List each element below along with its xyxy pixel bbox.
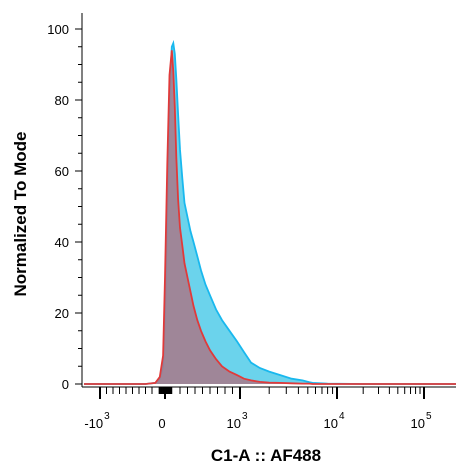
x-tick-label: -103 [84,411,110,431]
y-tick-label: 20 [55,306,69,321]
y-tick-label: 60 [55,164,69,179]
x-tick-label: 104 [323,411,344,431]
y-tick-label: 80 [55,93,69,108]
y-tick-label: 100 [47,22,69,37]
y-tick-label: 40 [55,235,69,250]
x-axis: -103 0 103 104 105 [82,386,456,431]
histogram-line-1 [84,39,456,385]
x-axis-title: C1-A :: AF488 [211,446,321,465]
y-axis: 0 20 40 60 80 100 [47,13,83,392]
histogram-fill-1 [84,43,456,384]
x-tick-label: 105 [410,411,431,431]
histogram-line-2 [84,50,456,385]
y-axis-title: Normalized To Mode [11,132,30,297]
y-tick-label: 0 [62,377,69,392]
histogram-fill-2 [84,50,456,385]
x-tick-label: 0 [158,416,165,431]
x-tick-label: 103 [226,411,247,431]
histogram-overlays [84,39,456,385]
